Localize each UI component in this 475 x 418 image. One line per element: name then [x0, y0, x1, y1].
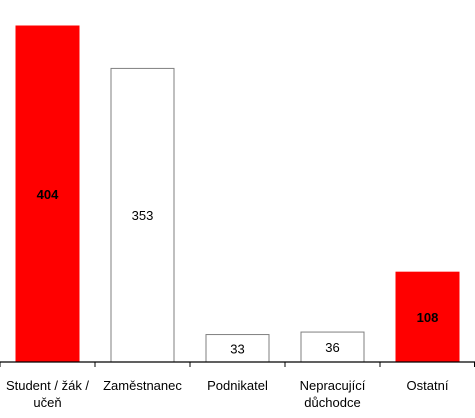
value-labels-group: 404 353 33 36 108: [37, 187, 439, 356]
category-label-2: Podnikatel: [207, 378, 268, 393]
bar-1: [110, 67, 175, 363]
category-label-1: Zaměstnanec: [103, 378, 182, 393]
x-axis-ticks: [0, 362, 475, 367]
category-label-3: Nepracující důchodce: [300, 378, 366, 410]
bar-0: [15, 25, 80, 363]
bar-4: [395, 271, 460, 363]
value-label-1: 353: [132, 208, 154, 223]
category-labels-group: Student / žák / učeň Zaměstnanec Podnikatel…: [6, 378, 449, 410]
value-label-4: 108: [417, 310, 439, 325]
category-label-4: Ostatní: [407, 378, 449, 393]
category-label-0: Student / žák / učeň: [6, 378, 89, 410]
value-label-0: 404: [37, 187, 59, 202]
bar-3: [300, 331, 365, 363]
bars-group: [15, 25, 460, 363]
value-label-3: 36: [325, 340, 339, 355]
value-label-2: 33: [230, 341, 244, 356]
